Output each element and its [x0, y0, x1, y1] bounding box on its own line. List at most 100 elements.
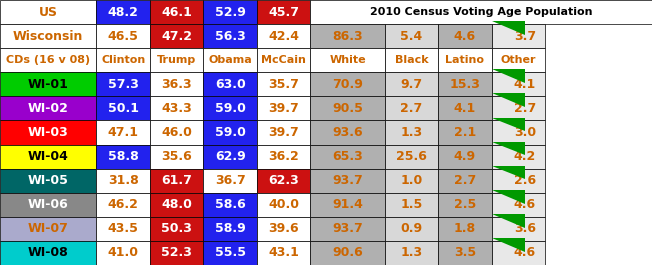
- Text: 65.3: 65.3: [332, 150, 363, 163]
- Bar: [96, 241, 150, 265]
- Bar: [203, 24, 257, 48]
- Text: WI-01: WI-01: [28, 78, 68, 91]
- Text: CDs (16 v 08): CDs (16 v 08): [6, 55, 91, 65]
- Text: 47.2: 47.2: [161, 30, 192, 43]
- Text: 2010 Census Voting Age Population: 2010 Census Voting Age Population: [370, 7, 593, 17]
- Text: 2.7: 2.7: [514, 102, 536, 115]
- Bar: [438, 96, 492, 121]
- Bar: [96, 0, 150, 24]
- Text: 45.7: 45.7: [268, 6, 299, 19]
- Bar: [150, 144, 203, 169]
- Text: 46.5: 46.5: [108, 30, 139, 43]
- Bar: [96, 72, 150, 96]
- Bar: [492, 121, 545, 144]
- Bar: [257, 241, 310, 265]
- Bar: [96, 217, 150, 241]
- Bar: [0, 48, 96, 72]
- Text: 36.2: 36.2: [268, 150, 299, 163]
- Text: WI-04: WI-04: [28, 150, 68, 163]
- Bar: [150, 96, 203, 121]
- Text: Clinton: Clinton: [101, 55, 145, 65]
- Text: 93.7: 93.7: [332, 174, 363, 187]
- Bar: [150, 121, 203, 144]
- Text: 59.0: 59.0: [215, 126, 246, 139]
- Text: 58.6: 58.6: [215, 198, 246, 211]
- Bar: [203, 241, 257, 265]
- Bar: [492, 241, 545, 265]
- Text: 46.1: 46.1: [161, 6, 192, 19]
- Bar: [438, 48, 492, 72]
- Bar: [0, 193, 96, 217]
- Text: Trump: Trump: [157, 55, 196, 65]
- Bar: [203, 48, 257, 72]
- Text: 62.9: 62.9: [215, 150, 246, 163]
- Polygon shape: [492, 166, 526, 179]
- Text: WI-08: WI-08: [28, 246, 68, 259]
- Text: 2.5: 2.5: [454, 198, 476, 211]
- Text: 43.3: 43.3: [161, 102, 192, 115]
- Bar: [257, 72, 310, 96]
- Text: 3.0: 3.0: [514, 126, 536, 139]
- Bar: [385, 193, 438, 217]
- Bar: [0, 169, 96, 193]
- Text: 3.6: 3.6: [514, 222, 536, 235]
- Bar: [310, 241, 385, 265]
- Text: 31.8: 31.8: [108, 174, 139, 187]
- Bar: [385, 217, 438, 241]
- Text: Wisconsin: Wisconsin: [13, 30, 83, 43]
- Text: Black: Black: [394, 55, 428, 65]
- Bar: [438, 241, 492, 265]
- Text: 36.3: 36.3: [162, 78, 192, 91]
- Bar: [257, 193, 310, 217]
- Text: 50.3: 50.3: [161, 222, 192, 235]
- Bar: [257, 217, 310, 241]
- Text: 41.0: 41.0: [108, 246, 139, 259]
- Text: 57.3: 57.3: [108, 78, 139, 91]
- Bar: [385, 96, 438, 121]
- Bar: [203, 96, 257, 121]
- Bar: [438, 72, 492, 96]
- Text: 93.6: 93.6: [333, 126, 363, 139]
- Bar: [150, 48, 203, 72]
- Bar: [385, 144, 438, 169]
- Text: 15.3: 15.3: [449, 78, 481, 91]
- Text: 1.3: 1.3: [400, 246, 422, 259]
- Bar: [0, 217, 96, 241]
- Text: 3.7: 3.7: [514, 30, 536, 43]
- Bar: [0, 72, 96, 96]
- Text: 2.7: 2.7: [454, 174, 476, 187]
- Polygon shape: [492, 94, 526, 107]
- Text: Obama: Obama: [208, 55, 252, 65]
- Text: 35.7: 35.7: [268, 78, 299, 91]
- Text: WI-05: WI-05: [28, 174, 68, 187]
- Bar: [203, 0, 257, 24]
- Text: 35.6: 35.6: [161, 150, 192, 163]
- Text: 43.5: 43.5: [108, 222, 139, 235]
- Text: 56.3: 56.3: [215, 30, 246, 43]
- Bar: [150, 193, 203, 217]
- Bar: [385, 24, 438, 48]
- Text: 39.7: 39.7: [268, 126, 299, 139]
- Text: 36.7: 36.7: [215, 174, 246, 187]
- Bar: [310, 121, 385, 144]
- Text: 70.9: 70.9: [332, 78, 363, 91]
- Bar: [385, 241, 438, 265]
- Text: 1.0: 1.0: [400, 174, 422, 187]
- Bar: [310, 144, 385, 169]
- Polygon shape: [492, 69, 526, 83]
- Bar: [385, 48, 438, 72]
- Text: 4.1: 4.1: [454, 102, 476, 115]
- Bar: [96, 96, 150, 121]
- Text: 58.8: 58.8: [108, 150, 139, 163]
- Text: 46.2: 46.2: [108, 198, 139, 211]
- Bar: [310, 169, 385, 193]
- Bar: [96, 121, 150, 144]
- Polygon shape: [492, 238, 526, 252]
- Bar: [492, 24, 545, 48]
- Text: 2.6: 2.6: [514, 174, 536, 187]
- Polygon shape: [492, 142, 526, 155]
- Text: 52.9: 52.9: [215, 6, 246, 19]
- Bar: [150, 24, 203, 48]
- Bar: [438, 144, 492, 169]
- Bar: [0, 241, 96, 265]
